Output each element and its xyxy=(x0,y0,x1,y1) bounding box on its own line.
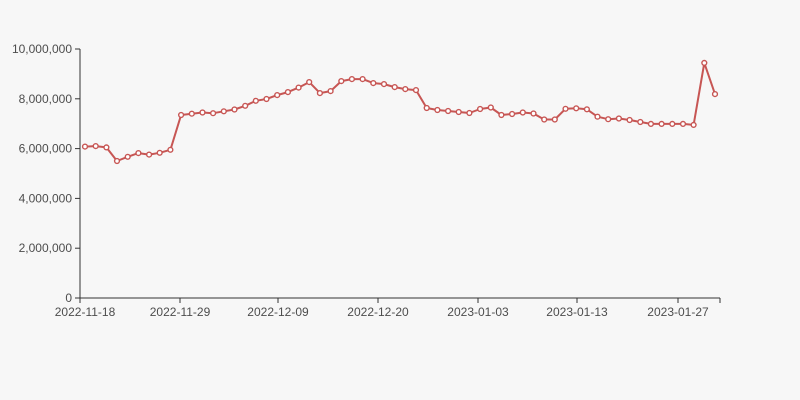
data-point-marker[interactable] xyxy=(220,108,227,115)
data-point-marker[interactable] xyxy=(551,116,558,123)
data-point-marker[interactable] xyxy=(573,105,580,112)
y-axis-label: 4,000,000 xyxy=(19,191,73,205)
data-point-marker[interactable] xyxy=(103,144,110,151)
data-point-marker[interactable] xyxy=(113,157,121,165)
data-point-marker[interactable] xyxy=(541,116,548,123)
data-point-marker[interactable] xyxy=(477,105,484,113)
data-point-marker[interactable] xyxy=(124,153,131,160)
y-axis-label: 2,000,000 xyxy=(19,241,73,255)
data-point-marker[interactable] xyxy=(231,106,238,113)
data-point-marker[interactable] xyxy=(391,83,398,91)
data-point-marker[interactable] xyxy=(498,111,505,119)
data-point-marker[interactable] xyxy=(423,104,430,112)
data-point-marker[interactable] xyxy=(519,109,526,116)
data-point-marker[interactable] xyxy=(252,97,259,104)
data-point-marker[interactable] xyxy=(530,110,537,117)
y-axis-label: 6,000,000 xyxy=(19,142,73,156)
data-point-marker[interactable] xyxy=(637,118,644,126)
data-point-marker[interactable] xyxy=(679,120,687,128)
data-point-marker[interactable] xyxy=(402,85,409,93)
data-point-marker[interactable] xyxy=(338,77,345,85)
data-point-marker[interactable] xyxy=(658,120,665,128)
x-axis-label: 2023-01-13 xyxy=(546,305,608,319)
data-point-marker[interactable] xyxy=(434,106,441,114)
data-point-marker[interactable] xyxy=(594,113,601,120)
x-axis-label: 2022-12-20 xyxy=(347,305,409,319)
y-axis-label: 0 xyxy=(65,291,72,305)
data-point-marker[interactable] xyxy=(327,87,334,95)
data-point-marker[interactable] xyxy=(412,86,420,94)
data-point-marker[interactable] xyxy=(167,146,174,153)
data-point-marker[interactable] xyxy=(284,88,292,96)
data-point-marker[interactable] xyxy=(562,105,569,112)
data-point-marker[interactable] xyxy=(455,108,462,116)
data-point-marker[interactable] xyxy=(295,84,302,91)
data-point-marker[interactable] xyxy=(605,116,612,123)
series-line xyxy=(84,61,716,162)
data-point-marker[interactable] xyxy=(316,89,324,97)
data-point-marker[interactable] xyxy=(92,143,99,150)
data-point-marker[interactable] xyxy=(359,75,366,83)
data-point-marker[interactable] xyxy=(156,149,163,156)
data-point-marker[interactable] xyxy=(274,91,281,99)
data-point-marker[interactable] xyxy=(583,106,591,113)
data-point-marker[interactable] xyxy=(445,107,452,115)
data-point-marker[interactable] xyxy=(306,78,313,86)
data-point-marker[interactable] xyxy=(487,104,494,111)
x-axis-label: 2023-01-27 xyxy=(647,305,709,319)
data-point-marker[interactable] xyxy=(135,150,142,157)
data-point-marker[interactable] xyxy=(508,110,516,118)
data-point-marker[interactable] xyxy=(242,102,249,109)
data-point-marker[interactable] xyxy=(669,120,676,128)
data-point-marker[interactable] xyxy=(370,79,377,87)
x-axis-label: 2022-11-29 xyxy=(150,305,211,319)
data-point-marker[interactable] xyxy=(380,80,388,88)
data-point-marker[interactable] xyxy=(711,90,719,98)
data-point-marker[interactable] xyxy=(348,75,356,83)
data-point-marker[interactable] xyxy=(188,110,195,117)
data-point-marker[interactable] xyxy=(263,95,270,103)
data-point-marker[interactable] xyxy=(701,59,708,67)
data-point-marker[interactable] xyxy=(210,110,217,117)
data-point-marker[interactable] xyxy=(466,109,473,117)
data-point-marker[interactable] xyxy=(690,121,697,129)
data-point-marker[interactable] xyxy=(626,116,633,124)
data-point-marker[interactable] xyxy=(146,151,153,158)
y-axis-label: 8,000,000 xyxy=(19,92,73,106)
data-point-marker[interactable] xyxy=(199,109,206,116)
y-axis-label: 10,000,000 xyxy=(12,42,72,56)
data-point-marker[interactable] xyxy=(81,143,89,150)
x-axis-label: 2022-12-09 xyxy=(247,305,309,319)
data-point-marker[interactable] xyxy=(647,120,655,128)
x-axis-label: 2022-11-18 xyxy=(55,305,116,319)
data-point-marker[interactable] xyxy=(615,115,623,122)
data-point-marker[interactable] xyxy=(178,111,185,119)
x-axis-label: 2023-01-03 xyxy=(447,305,509,319)
